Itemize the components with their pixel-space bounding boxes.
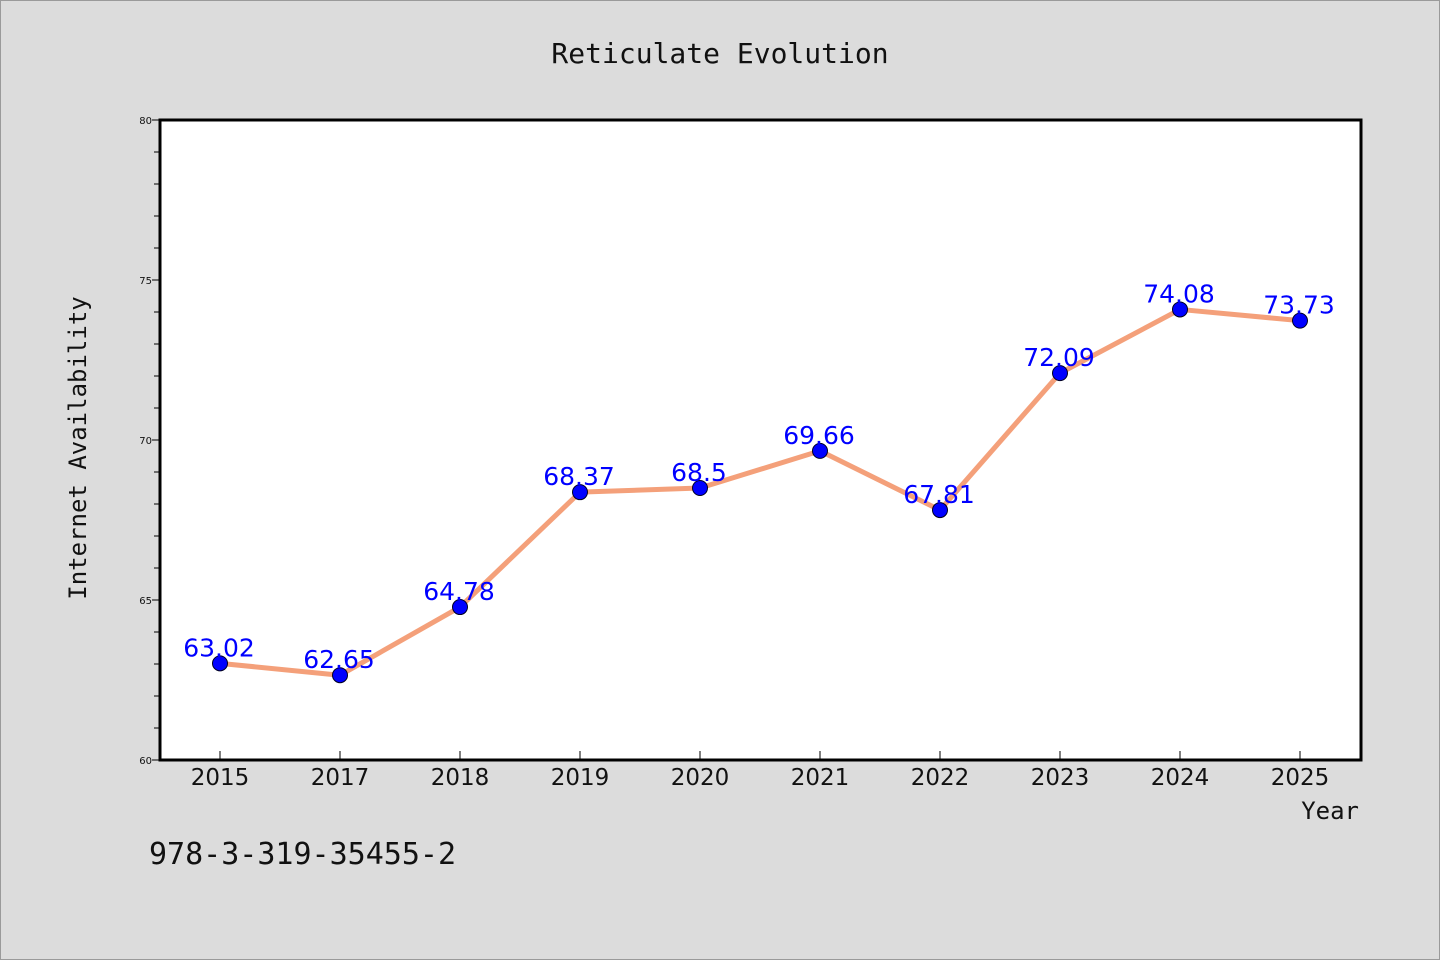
data-labels-group: 63.02 62.65 64.78 68.37 68.5 69.66 67.81 72.09 7…	[183, 279, 1335, 674]
y-tick-label: 70	[139, 436, 152, 447]
x-tick-label: 2025	[1271, 765, 1330, 791]
data-point	[812, 442, 828, 459]
x-tick-label: 2017	[311, 765, 370, 791]
data-label: 68.5	[671, 458, 727, 487]
x-tick-label: 2023	[1031, 765, 1090, 791]
data-point	[332, 667, 348, 684]
x-tick-label: 2018	[431, 765, 490, 791]
y-axis: 60 65 70 75 80	[139, 116, 160, 767]
data-label: 74.08	[1143, 279, 1215, 308]
data-label: 72.09	[1023, 343, 1095, 372]
x-axis: 2015 2017 2018 2019 2020 2021 2022 2023 2024 2025	[191, 751, 1330, 791]
data-label: 62.65	[303, 645, 375, 674]
data-label: 64.78	[423, 577, 495, 606]
x-tick-label: 2015	[191, 765, 250, 791]
data-point	[452, 599, 468, 616]
plot-area	[158, 118, 1363, 762]
data-label: 73.73	[1263, 291, 1335, 320]
data-label: 69.66	[783, 421, 855, 450]
data-label: 63.02	[183, 633, 255, 662]
data-label: 67.81	[903, 480, 975, 509]
y-tick-label: 65	[139, 596, 152, 607]
data-point	[692, 480, 708, 496]
data-label: 68.37	[543, 462, 615, 491]
x-tick-label: 2020	[671, 765, 730, 791]
isbn-text: 978-3-319-35455-2	[149, 837, 456, 872]
data-point	[1172, 301, 1188, 318]
data-point	[1052, 365, 1068, 382]
chart-title: Reticulate Evolution	[551, 37, 888, 70]
series-line	[217, 306, 1303, 678]
data-point	[572, 484, 588, 501]
y-axis-label: Internet Availability	[64, 296, 92, 599]
x-tick-label: 2022	[911, 765, 970, 791]
data-point	[932, 502, 948, 519]
data-point	[1292, 312, 1308, 329]
series-line-group	[217, 306, 1303, 678]
x-axis-label: Year	[1301, 797, 1359, 825]
y-tick-label: 75	[139, 276, 152, 287]
y-tick-label: 60	[139, 756, 152, 767]
x-tick-label: 2024	[1151, 765, 1210, 791]
y-tick-label: 80	[139, 116, 152, 127]
data-points-group	[212, 301, 1308, 684]
x-tick-label: 2019	[551, 765, 610, 791]
x-tick-label: 2021	[791, 765, 850, 791]
data-point	[212, 655, 228, 672]
